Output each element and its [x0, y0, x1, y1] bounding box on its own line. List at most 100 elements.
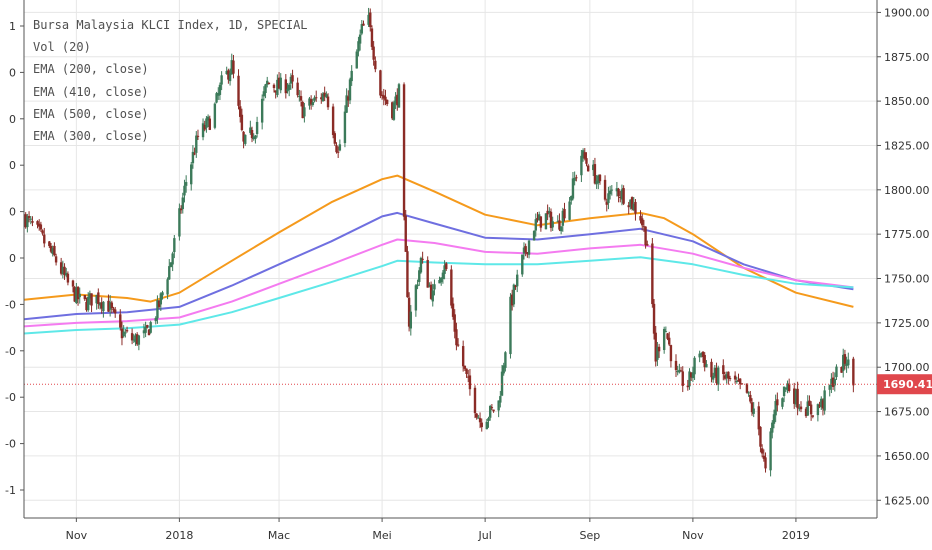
candle-body	[144, 327, 147, 333]
candle-body	[693, 357, 696, 375]
candle-body	[710, 361, 713, 378]
candle-body	[441, 272, 445, 280]
candle-body	[178, 208, 181, 237]
candle-body	[97, 292, 100, 305]
candle-body	[196, 135, 200, 137]
candle-body	[713, 367, 717, 377]
candle-body	[132, 339, 135, 341]
candle-body	[646, 244, 649, 246]
candle-body	[632, 203, 635, 211]
candle-body	[85, 301, 88, 311]
candle-body	[581, 150, 585, 159]
candle-body	[717, 367, 720, 385]
candle-body	[852, 358, 855, 386]
candle-body	[264, 84, 267, 93]
candle-body	[183, 185, 186, 196]
candle-body	[421, 258, 424, 260]
candle-body	[456, 344, 460, 346]
candle-body	[679, 370, 683, 372]
candle-body	[727, 371, 730, 379]
candle-body	[215, 93, 218, 103]
candle-body	[277, 77, 281, 89]
candle-body	[203, 124, 206, 130]
candle-body	[701, 351, 705, 358]
candle-body	[620, 189, 624, 200]
candle-body	[249, 127, 252, 133]
time-tick-label: Jul	[477, 529, 491, 542]
candle-body	[642, 226, 646, 228]
candle-body	[715, 368, 718, 384]
candle-body	[750, 402, 754, 413]
candle-body	[629, 199, 632, 207]
candle-body	[308, 98, 311, 106]
candle-body	[225, 70, 228, 75]
price-tick-label: 1750.00	[884, 273, 930, 286]
candle-body	[793, 388, 796, 404]
candle-body	[239, 106, 242, 117]
candle-body	[228, 73, 232, 82]
candle-body	[747, 392, 750, 394]
candle-body	[485, 421, 489, 430]
candle-body	[166, 279, 169, 295]
candle-body	[71, 280, 75, 287]
candle-body	[358, 34, 362, 44]
candle-body	[644, 226, 647, 246]
candle-body	[634, 201, 637, 214]
candle-body	[603, 179, 607, 200]
candle-body	[63, 266, 66, 276]
candle-body	[195, 135, 198, 153]
candle-body	[230, 60, 233, 75]
ema-line-1	[23, 211, 854, 321]
candle-body	[267, 82, 271, 84]
candle-body	[551, 221, 554, 228]
candle-body	[527, 240, 531, 255]
candle-body	[284, 79, 288, 94]
candle-body	[662, 328, 666, 351]
candle-body	[36, 221, 39, 225]
candle-body	[664, 331, 668, 333]
last-price-badge: 1690.41	[877, 374, 932, 395]
candle-body	[29, 218, 32, 220]
candle-body	[487, 418, 490, 421]
candle-body	[823, 390, 826, 411]
candle-body	[114, 309, 117, 314]
candle-body	[598, 174, 602, 182]
candle-body	[738, 378, 742, 385]
candle-body	[782, 386, 786, 396]
candle-body	[255, 121, 259, 134]
candle-body	[320, 97, 323, 100]
candle-body	[169, 262, 173, 268]
candle-body	[100, 302, 103, 309]
candle-body	[546, 210, 549, 215]
candle-body	[558, 220, 561, 230]
candle-body	[619, 197, 622, 199]
time-tick-label: Mei	[372, 529, 391, 542]
candle-body	[556, 221, 559, 223]
candle-body	[833, 379, 836, 386]
candle-body	[583, 152, 586, 159]
candle-body	[98, 303, 102, 306]
candle-body	[831, 377, 835, 387]
candle-body	[287, 84, 291, 90]
legend-symbol-title: Bursa Malaysia KLCI Index, 1D, SPECIAL	[33, 18, 308, 32]
candle-body	[521, 254, 524, 275]
candle-body	[473, 387, 477, 414]
candle-body	[156, 300, 159, 319]
volume-tick-label: 1	[9, 20, 16, 33]
candle-body	[201, 123, 205, 138]
candle-body	[309, 99, 313, 105]
candle-body	[347, 96, 350, 101]
candle-body	[654, 332, 657, 362]
candle-body	[333, 133, 336, 144]
candle-body	[759, 426, 762, 447]
candle-body	[350, 70, 353, 82]
candle-body	[379, 70, 382, 96]
candle-body	[220, 75, 223, 85]
candle-body	[242, 131, 245, 142]
candle-body	[24, 214, 27, 228]
candle-body	[286, 88, 289, 92]
candle-body	[179, 208, 183, 211]
candle-body	[762, 455, 766, 459]
candle-body	[274, 90, 277, 93]
